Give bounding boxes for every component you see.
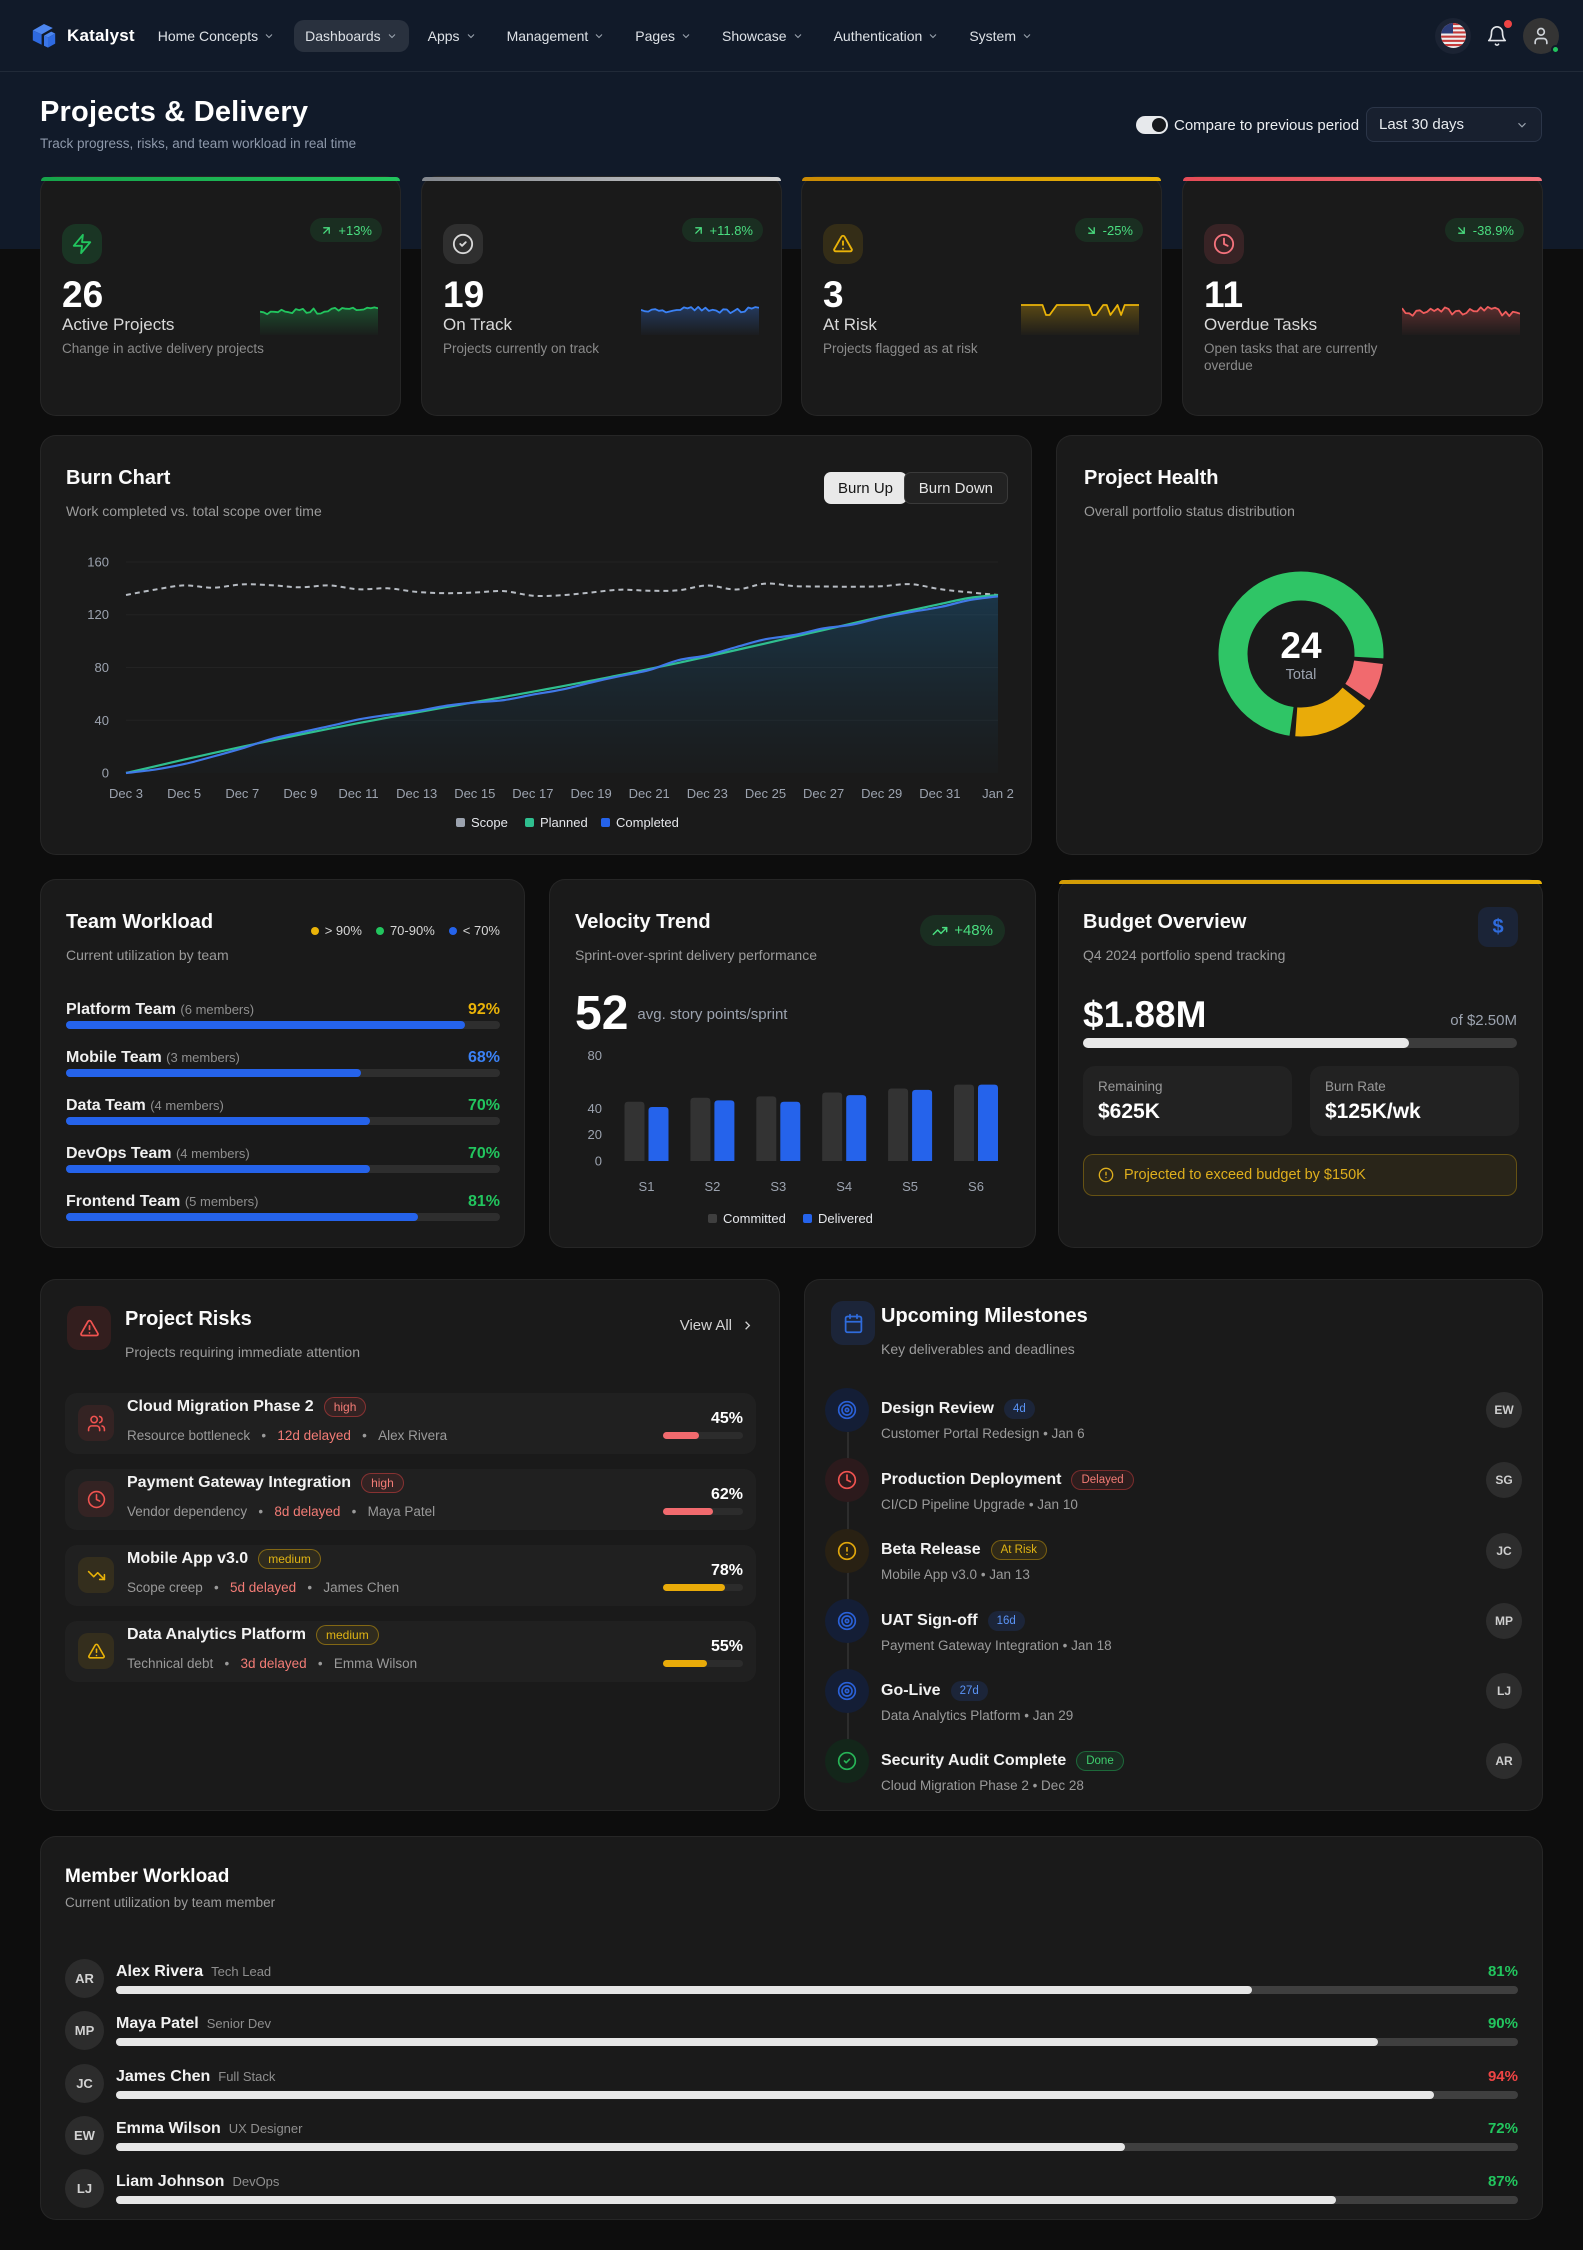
svg-text:40: 40 [588,1101,602,1116]
svg-text:Dec 23: Dec 23 [687,786,728,801]
svg-text:Total: Total [1286,667,1317,683]
svg-text:S6: S6 [968,1179,984,1194]
svg-text:Jan 2: Jan 2 [982,786,1014,801]
svg-text:Dec 13: Dec 13 [396,786,437,801]
svg-text:40: 40 [95,713,109,728]
svg-text:Dec 11: Dec 11 [338,786,378,801]
svg-text:Dec 29: Dec 29 [861,786,902,801]
svg-text:Planned: Planned [540,815,588,830]
svg-text:S2: S2 [704,1179,720,1194]
svg-text:Dec 15: Dec 15 [454,786,495,801]
svg-text:Committed: Committed [723,1211,786,1226]
svg-text:160: 160 [87,555,109,570]
svg-text:S1: S1 [639,1179,655,1194]
svg-text:80: 80 [588,1048,602,1063]
svg-text:Dec 9: Dec 9 [283,786,317,801]
svg-text:Completed: Completed [616,815,679,830]
svg-text:0: 0 [102,766,109,781]
svg-text:0: 0 [595,1154,602,1169]
svg-text:Dec 5: Dec 5 [167,786,201,801]
svg-text:80: 80 [95,660,109,675]
svg-text:Dec 19: Dec 19 [570,786,611,801]
svg-text:Dec 27: Dec 27 [803,786,844,801]
svg-text:S4: S4 [836,1179,852,1194]
svg-text:Dec 17: Dec 17 [512,786,553,801]
svg-text:Dec 7: Dec 7 [225,786,259,801]
svg-text:Dec 3: Dec 3 [109,786,143,801]
svg-text:20: 20 [588,1127,602,1142]
svg-text:Delivered: Delivered [818,1211,873,1226]
svg-text:Dec 31: Dec 31 [919,786,960,801]
svg-text:Dec 21: Dec 21 [629,786,670,801]
svg-text:24: 24 [1280,625,1322,666]
svg-text:120: 120 [87,607,109,622]
svg-text:Scope: Scope [471,815,508,830]
svg-text:S3: S3 [770,1179,786,1194]
svg-text:S5: S5 [902,1179,918,1194]
svg-text:Dec 25: Dec 25 [745,786,786,801]
